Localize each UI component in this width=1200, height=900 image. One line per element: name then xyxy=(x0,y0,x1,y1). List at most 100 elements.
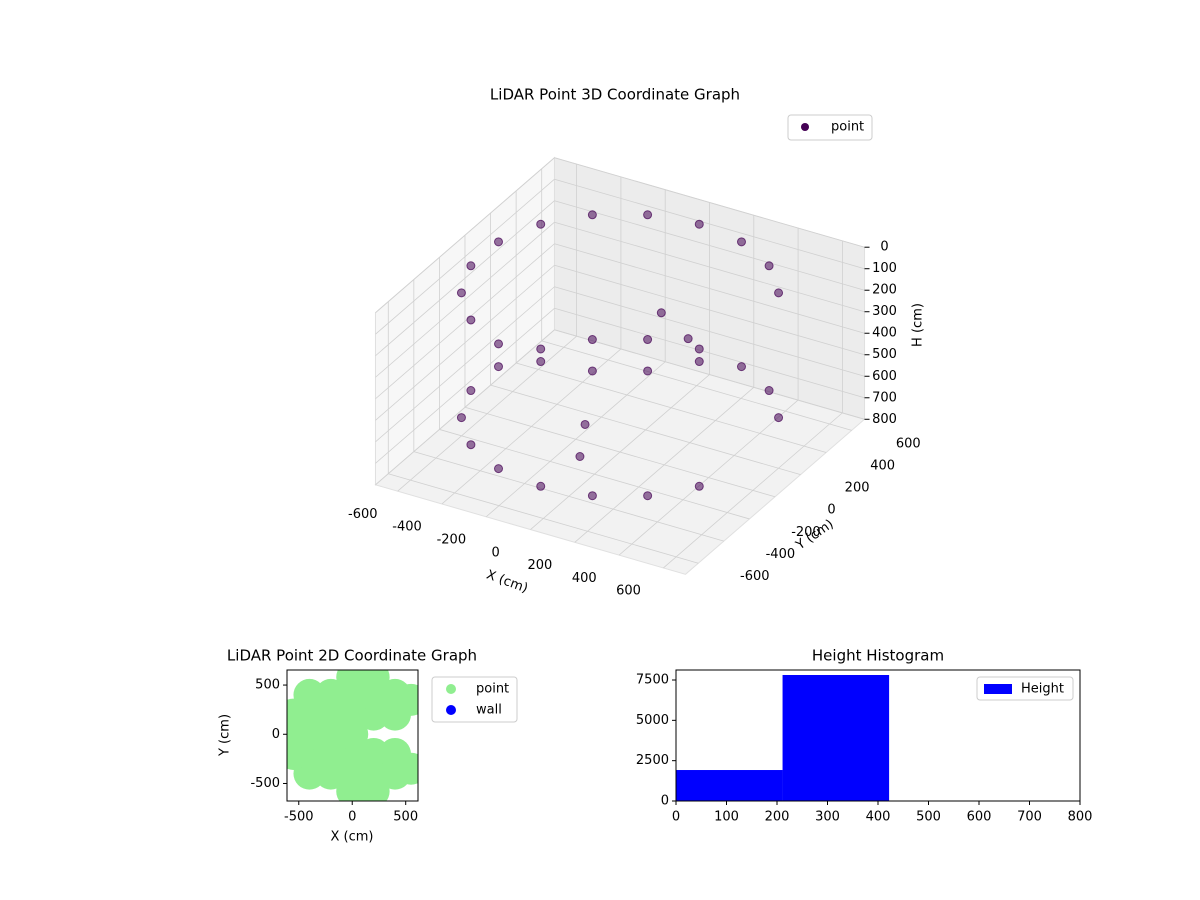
legend-marker xyxy=(801,123,809,131)
x-tick-label: 600 xyxy=(967,810,992,825)
point xyxy=(357,670,390,694)
bar xyxy=(782,675,890,801)
grid-line xyxy=(375,264,555,421)
point xyxy=(774,288,784,298)
grid-line xyxy=(439,429,750,520)
chart-histogram: Height Histogram 0 100 200 300 400 500 600 700 8… xyxy=(636,647,1093,825)
legend-label: Height xyxy=(1021,682,1064,697)
x-tick-label: 800 xyxy=(1068,810,1093,825)
x-tick-label: 200 xyxy=(765,810,790,825)
grid-line xyxy=(490,384,801,476)
z-tick-label: 500 xyxy=(872,347,897,362)
grid-line xyxy=(375,200,555,357)
point xyxy=(466,386,476,396)
y-tick-label: 0 xyxy=(827,503,835,518)
bar xyxy=(676,770,783,801)
x-tick-label: 0 xyxy=(348,810,356,825)
point xyxy=(643,491,653,501)
grid-line xyxy=(554,264,865,356)
grid-line xyxy=(375,178,555,335)
x-tick-label: -200 xyxy=(437,533,467,548)
point xyxy=(587,491,597,501)
point xyxy=(575,452,585,462)
chart-title: LiDAR Point 2D Coordinate Graph xyxy=(227,647,477,665)
point xyxy=(493,362,503,372)
x-tick-label: 0 xyxy=(672,810,680,825)
grid-line xyxy=(554,243,865,334)
x-tick-label: 300 xyxy=(815,810,840,825)
z-tick-label: 300 xyxy=(872,304,897,319)
y-tick-label: 600 xyxy=(896,436,921,451)
legend-label: point xyxy=(476,682,509,697)
chart-title: LiDAR Point 3D Coordinate Graph xyxy=(490,86,740,104)
chart-2d: LiDAR Point 2D Coordinate Graph X (cm) Y… xyxy=(218,647,518,845)
y-tick-label: 0 xyxy=(661,794,669,809)
point xyxy=(357,775,390,801)
point xyxy=(494,464,504,474)
grid-line xyxy=(375,243,555,400)
x-tick-label: 500 xyxy=(393,810,418,825)
point xyxy=(287,737,310,770)
x-tick-label: 400 xyxy=(866,810,891,825)
grid-line xyxy=(375,221,555,378)
y-tick-label: -400 xyxy=(766,547,796,562)
point xyxy=(587,210,597,220)
x-tick-label: -400 xyxy=(392,520,422,535)
legend-label: point xyxy=(831,120,864,135)
grid-line xyxy=(554,307,865,399)
point xyxy=(395,683,418,716)
point xyxy=(694,481,704,491)
point xyxy=(494,339,504,349)
point xyxy=(643,366,653,376)
point xyxy=(694,357,704,367)
x-tick-label: -600 xyxy=(348,507,378,522)
grid-line xyxy=(541,340,852,431)
y-tick-label: 200 xyxy=(845,481,870,496)
x-tick-label: 700 xyxy=(1017,810,1042,825)
point xyxy=(456,413,466,423)
grid-line xyxy=(375,307,555,464)
point xyxy=(587,335,597,345)
grid-line xyxy=(464,406,776,498)
x-tick-label: 500 xyxy=(916,810,941,825)
point xyxy=(536,357,546,367)
x-axis-label: X (cm) xyxy=(331,830,374,845)
point xyxy=(764,386,774,396)
point xyxy=(764,261,774,271)
x-tick-label: 600 xyxy=(616,584,641,599)
point xyxy=(536,481,546,491)
point xyxy=(580,419,590,429)
z-tick-label: 400 xyxy=(872,326,897,341)
grid-line xyxy=(554,286,865,377)
point xyxy=(466,440,476,450)
grid-line xyxy=(375,286,555,443)
x-tick-label: -500 xyxy=(284,810,314,825)
x-tick-label: 100 xyxy=(714,810,739,825)
point xyxy=(683,334,693,344)
point xyxy=(694,344,704,354)
x-tick-label: 400 xyxy=(572,571,597,586)
point xyxy=(466,261,476,271)
legend-box xyxy=(976,676,1074,701)
grid-line xyxy=(554,178,865,270)
y-tick-label: 400 xyxy=(870,458,895,473)
grid-line xyxy=(554,221,865,313)
point xyxy=(774,413,784,423)
grid-line xyxy=(375,157,555,314)
grid-line xyxy=(516,362,827,453)
point xyxy=(694,219,704,229)
point xyxy=(536,219,546,229)
point xyxy=(456,288,466,298)
z-tick-label: 700 xyxy=(872,390,897,405)
y-tick-label: 2500 xyxy=(636,753,669,768)
point xyxy=(736,362,746,372)
grid-line xyxy=(413,451,724,542)
grid-line xyxy=(554,200,865,291)
legend-box xyxy=(787,114,873,141)
z-tick-label: 0 xyxy=(880,240,888,255)
grid-line xyxy=(388,473,699,564)
plot-area xyxy=(287,670,418,801)
point xyxy=(536,344,546,354)
point xyxy=(656,308,666,318)
